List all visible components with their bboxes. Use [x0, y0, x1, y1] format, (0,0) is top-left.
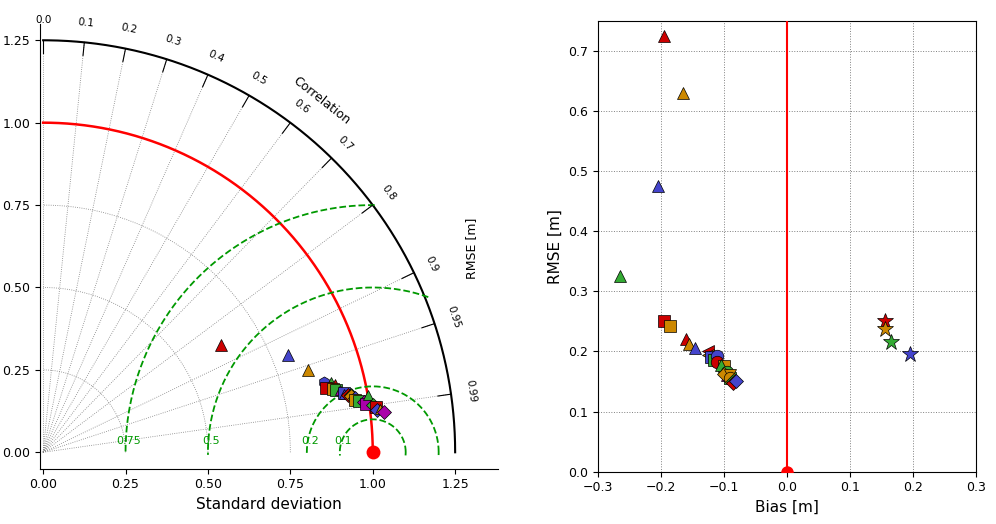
Text: 0.75: 0.75	[117, 435, 141, 446]
Text: 0.99: 0.99	[464, 379, 477, 403]
Text: 0.7: 0.7	[336, 135, 355, 153]
Text: 0.5: 0.5	[202, 435, 220, 446]
Text: 0.1: 0.1	[78, 17, 95, 28]
Text: RMSE [m]: RMSE [m]	[465, 217, 478, 279]
Text: 0.2: 0.2	[301, 435, 319, 446]
Text: 0.3: 0.3	[163, 33, 182, 48]
Text: Correlation: Correlation	[290, 74, 353, 127]
Text: 0.4: 0.4	[206, 49, 225, 64]
Y-axis label: RMSE [m]: RMSE [m]	[548, 209, 563, 283]
Text: 0.1: 0.1	[335, 435, 352, 446]
Text: 0.95: 0.95	[445, 305, 462, 330]
X-axis label: Bias [m]: Bias [m]	[755, 500, 819, 515]
X-axis label: Standard deviation: Standard deviation	[196, 497, 342, 512]
Text: 0.5: 0.5	[249, 70, 269, 87]
Text: 0.0: 0.0	[35, 15, 52, 26]
Text: 0.2: 0.2	[121, 23, 138, 36]
Text: 0.9: 0.9	[423, 255, 440, 274]
Text: 0.6: 0.6	[293, 98, 312, 116]
Text: 0.8: 0.8	[379, 183, 397, 203]
